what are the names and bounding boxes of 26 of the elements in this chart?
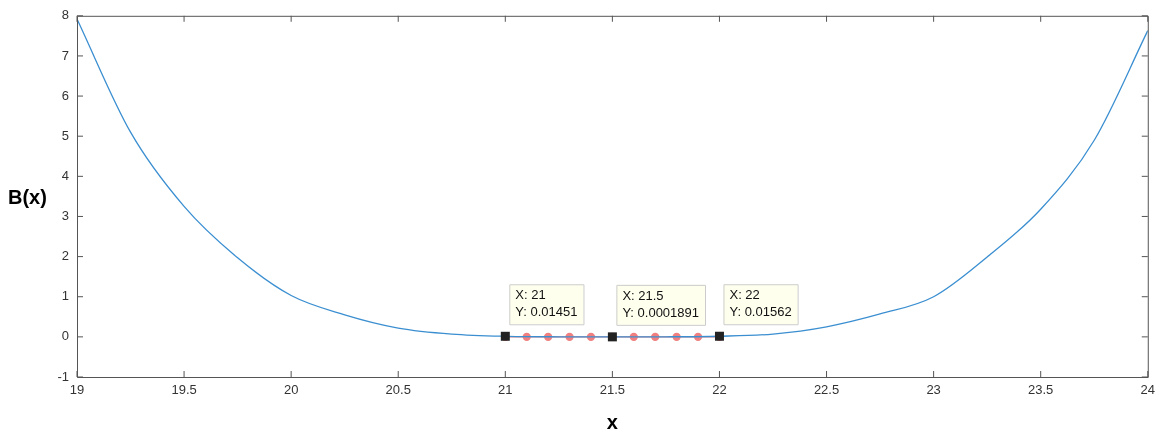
y-tick-label: 8 [61, 7, 69, 23]
y-tick-label: 3 [61, 208, 69, 224]
y-tick-label: 7 [61, 47, 69, 63]
y-tick-label: 1 [61, 288, 69, 304]
x-tick-label: 20 [283, 382, 299, 398]
x-axis-title: x [606, 410, 618, 433]
annotation: X: 21.5 Y: 0.0001891 [622, 287, 700, 320]
y-axis-title: B(x) [8, 185, 47, 208]
x-tick-label: 19 [69, 382, 85, 398]
annotation: X: 21 Y: 0.01451 [515, 287, 578, 320]
x-tick-label: 22.5 [813, 382, 840, 398]
x-tick-label: 24 [1140, 382, 1155, 398]
y-tick-label: 6 [61, 87, 69, 103]
x-tick-label: 22 [712, 382, 727, 398]
y-tick-label: -1 [57, 368, 69, 384]
y-tick-label: 5 [61, 127, 69, 143]
y-tick-label: 2 [61, 248, 69, 264]
x-tick-label: 20.5 [385, 382, 411, 398]
x-tick-label: 19.5 [171, 382, 197, 398]
y-tick-label: 0 [61, 328, 69, 344]
x-tick-label: 23.5 [1028, 382, 1054, 398]
y-tick-label: 4 [61, 167, 69, 183]
x-tick-label: 23 [926, 382, 941, 398]
x-tick-label: 21 [498, 382, 513, 398]
annotation: X: 22 Y: 0.01562 [729, 287, 792, 320]
x-tick-label: 21.5 [599, 382, 626, 398]
